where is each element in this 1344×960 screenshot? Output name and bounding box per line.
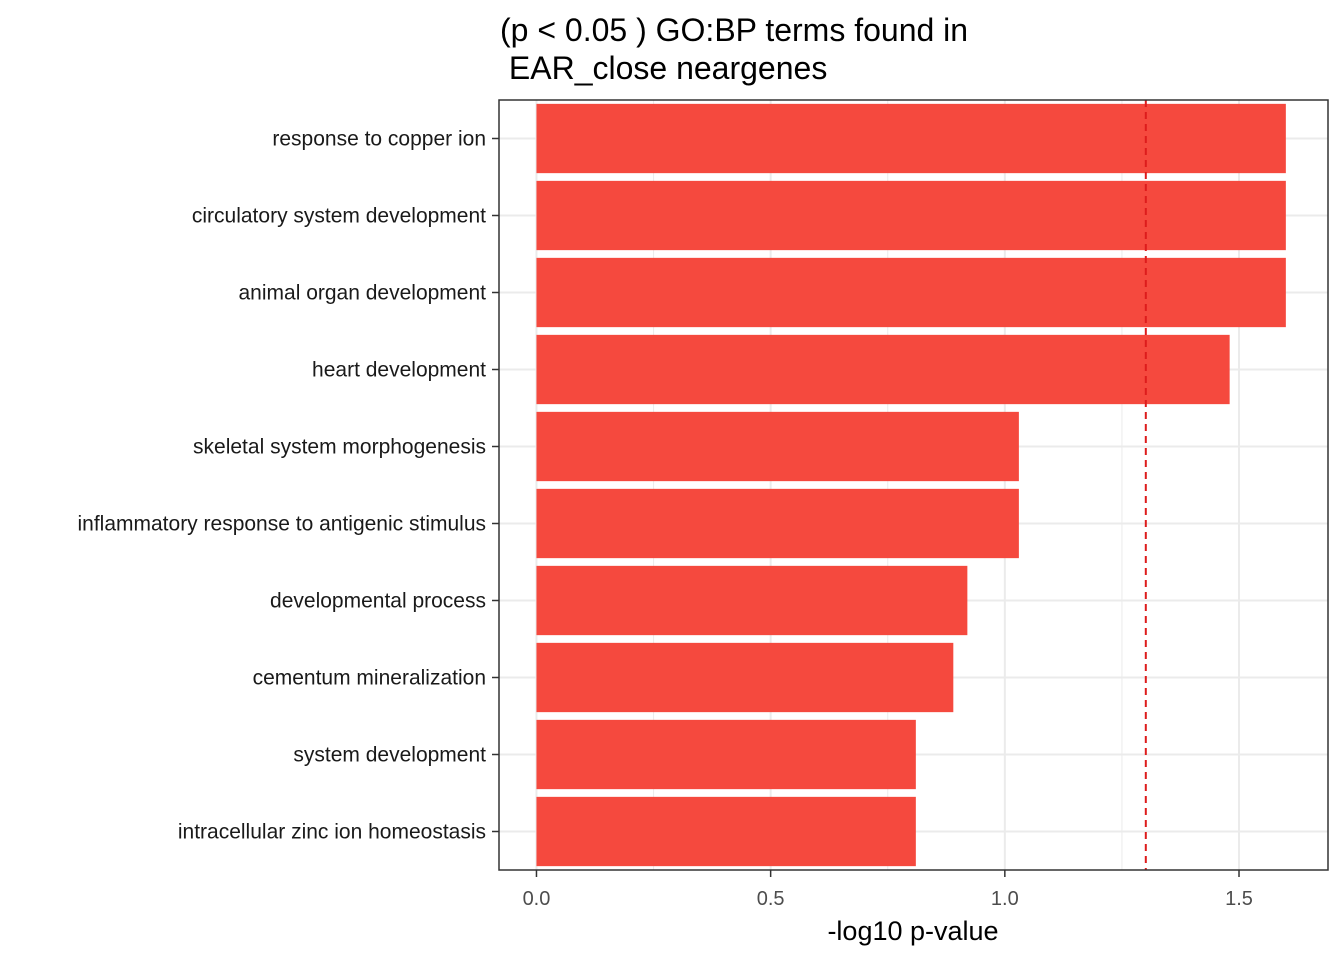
chart-title: (p < 0.05 ) GO:BP terms found in EAR_clo… [500,12,968,86]
x-axis-title: -log10 p-value [827,916,998,946]
bars-layer [536,103,1286,867]
chart-title-line-2: EAR_close neargenes [500,50,827,86]
bar [536,103,1286,174]
y-tick-label: cementum mineralization [253,667,486,690]
y-tick-label: circulatory system development [192,205,486,228]
x-tick-label: 0.0 [523,888,551,910]
bar [536,180,1286,251]
bar [536,565,968,636]
y-tick-label: animal organ development [239,282,487,305]
bar [536,411,1019,482]
plot-panel [498,99,1329,871]
y-tick-label: system development [293,744,486,767]
x-tick-label: 1.5 [1225,888,1253,910]
chart-title-line-1: (p < 0.05 ) GO:BP terms found in [500,12,968,48]
bar [536,642,954,713]
y-tick-label: response to copper ion [272,128,486,151]
y-tick-label: heart development [312,359,486,382]
y-tick-label: developmental process [270,590,486,613]
x-tick-label: 0.5 [757,888,785,910]
y-axis: response to copper ion circulatory system… [77,128,499,844]
y-tick-label: inflammatory response to antigenic stimu… [77,513,486,536]
bar [536,719,916,790]
bar [536,257,1286,328]
bar [536,334,1230,405]
y-tick-label: skeletal system morphogenesis [193,436,486,459]
bar [536,796,916,867]
bar [536,488,1019,559]
x-tick-label: 1.0 [991,888,1019,910]
y-tick-label: intracellular zinc ion homeostasis [178,821,486,844]
panel-border [498,99,1329,871]
x-axis: 0.0 0.5 1.0 1.5 [523,870,1253,910]
